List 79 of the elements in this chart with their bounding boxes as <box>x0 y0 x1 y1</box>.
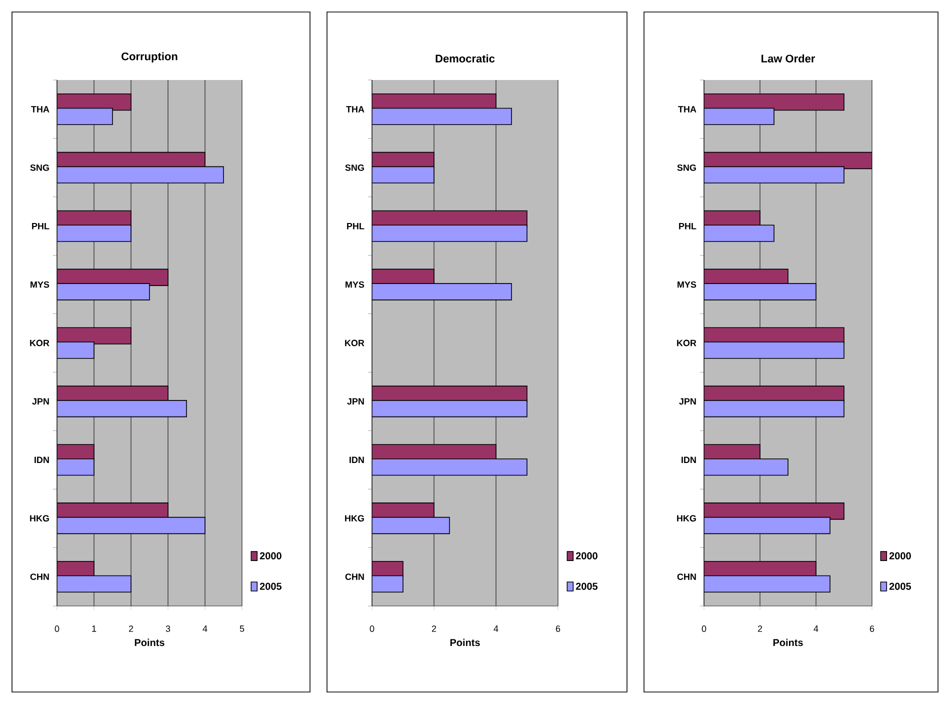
y-tick-label: THA <box>31 106 50 112</box>
x-tick-label: 2 <box>758 626 762 632</box>
y-tick-label: THA <box>346 106 364 112</box>
bar <box>57 166 224 184</box>
x-tick-label: 0 <box>702 626 706 632</box>
y-tick-label: JPN <box>679 398 696 405</box>
bar <box>372 224 528 242</box>
bar <box>372 108 512 125</box>
x-tick-label: 1 <box>92 626 96 632</box>
y-tick-label: IDN <box>350 456 364 463</box>
y-tick-label: IDN <box>34 456 49 463</box>
bar <box>704 458 788 476</box>
bar <box>57 283 150 300</box>
bar <box>704 224 774 242</box>
chart-title: Democratic <box>436 54 495 62</box>
bar <box>704 342 844 359</box>
bar <box>372 575 404 593</box>
legend-label: 2000 <box>889 552 911 560</box>
bar <box>57 400 187 418</box>
legend-label: 2005 <box>260 582 282 590</box>
y-tick-label: CHN <box>677 574 696 580</box>
y-tick-label: THA <box>678 106 696 112</box>
y-tick-label: PHL <box>32 223 50 230</box>
bar <box>372 400 528 418</box>
bar <box>372 516 450 534</box>
bar <box>57 108 113 125</box>
bar <box>57 516 206 534</box>
y-tick-label: KOR <box>677 340 696 346</box>
x-tick-label: 0 <box>370 626 374 632</box>
bar <box>57 575 132 593</box>
x-tick-label: 3 <box>166 626 170 632</box>
bar <box>372 166 434 184</box>
y-tick-label: HKG <box>345 515 364 522</box>
y-tick-label: PHL <box>347 223 364 230</box>
y-tick-label: CHN <box>345 574 364 580</box>
x-axis-title: Points <box>773 638 803 646</box>
y-tick-label: SNG <box>677 164 696 171</box>
y-tick-label: JPN <box>347 398 364 405</box>
x-tick-label: 6 <box>556 626 560 632</box>
y-tick-label: PHL <box>679 223 696 230</box>
y-tick-label: HKG <box>677 515 696 522</box>
bar <box>372 458 528 476</box>
bar <box>57 342 94 359</box>
chart-title: Corruption <box>122 52 178 62</box>
bar <box>704 166 844 184</box>
bar <box>704 400 844 418</box>
x-tick-label: 5 <box>240 626 244 632</box>
bar <box>704 516 830 534</box>
x-axis-title: Points <box>450 638 480 646</box>
bar <box>704 108 774 125</box>
y-tick-label: JPN <box>32 398 49 405</box>
x-axis-title: Points <box>134 638 164 646</box>
x-tick-label: 4 <box>814 626 818 632</box>
y-tick-label: KOR <box>30 340 50 346</box>
legend-label: 2000 <box>576 552 598 560</box>
x-tick-label: 0 <box>54 626 60 632</box>
bar <box>57 224 132 242</box>
bar <box>57 458 94 476</box>
x-tick-label: 4 <box>202 626 208 632</box>
bar <box>372 283 512 300</box>
y-tick-label: SNG <box>30 164 49 171</box>
legend-label: 2005 <box>576 582 598 590</box>
y-tick-label: MYS <box>346 281 364 288</box>
y-tick-label: CHN <box>30 574 49 580</box>
y-tick-label: KOR <box>345 340 364 346</box>
y-tick-label: IDN <box>682 456 696 463</box>
x-tick-label: 6 <box>870 626 874 632</box>
bar <box>704 283 816 300</box>
chart-title: Law Order <box>762 54 816 62</box>
legend-label: 2000 <box>260 552 282 560</box>
bar <box>704 575 830 593</box>
y-tick-label: HKG <box>30 515 49 522</box>
y-tick-label: MYS <box>678 281 696 288</box>
x-tick-label: 2 <box>128 626 134 632</box>
legend-label: 2005 <box>889 582 912 590</box>
x-tick-label: 4 <box>494 626 498 632</box>
y-tick-label: SNG <box>345 164 364 171</box>
x-tick-label: 2 <box>432 626 436 632</box>
y-tick-label: MYS <box>30 281 50 288</box>
